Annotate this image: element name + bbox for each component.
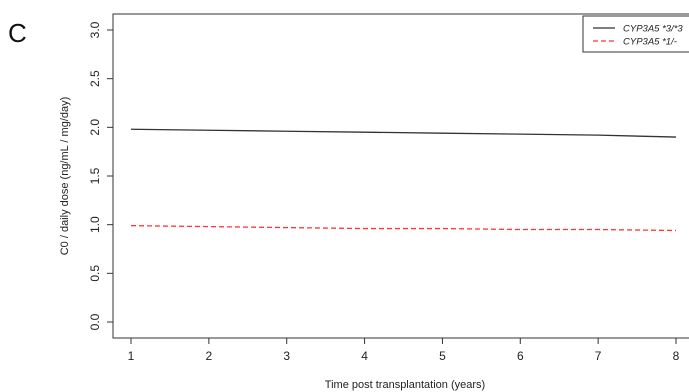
plot-frame — [112, 13, 689, 339]
x-tick-label: 5 — [439, 349, 446, 363]
x-tick-label: 4 — [361, 349, 368, 363]
y-tick-label: 0.5 — [88, 265, 102, 282]
series-layer — [130, 128, 677, 232]
axes: 1 2 3 4 5 6 7 8 0.0 0.5 1.0 1.5 2.0 2.5 3.0 — [88, 13, 689, 363]
x-tick-label: 8 — [673, 349, 680, 363]
series-line-1 — [130, 128, 677, 138]
y-tick-label: 3.0 — [88, 21, 102, 38]
y-tick-label: 1.5 — [88, 167, 102, 184]
legend-label-2: CYP3A5 *1/- — [623, 37, 677, 48]
y-axis-label: C0 / daily dose (ng/mL / mg/day) — [59, 97, 71, 256]
x-tick-label: 7 — [595, 349, 602, 363]
x-tick-label: 2 — [206, 349, 213, 363]
y-tick-label: 0.0 — [88, 313, 102, 330]
legend: CYP3A5 *3/*3 CYP3A5 *1/- — [582, 15, 689, 53]
legend-label-1: CYP3A5 *3/*3 — [623, 24, 683, 35]
x-tick-label: 1 — [128, 349, 135, 363]
series-line-2 — [130, 224, 677, 232]
y-tick-label: 2.0 — [88, 119, 102, 136]
y-tick-label: 1.0 — [88, 216, 102, 233]
x-axis-label: Time post transplantation (years) — [325, 379, 485, 391]
legend-box — [582, 15, 689, 53]
y-tick-label: 2.5 — [88, 70, 102, 87]
panel-label: C — [8, 18, 27, 48]
x-tick-label: 3 — [283, 349, 290, 363]
x-tick-label: 6 — [517, 349, 524, 363]
